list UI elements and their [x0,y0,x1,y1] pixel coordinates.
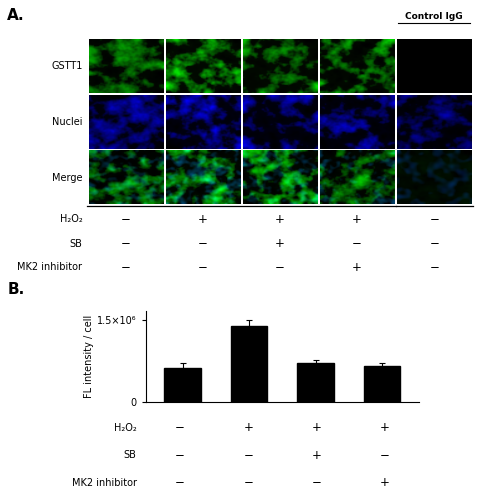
Text: −: − [429,261,439,274]
Text: −: − [121,213,131,226]
Bar [164,368,201,402]
Bar [231,326,267,402]
Text: −: − [243,448,253,462]
Text: −: − [121,238,131,250]
Text: −: − [352,238,362,250]
Text: B.: B. [7,282,24,297]
Text: −: − [429,238,439,250]
Text: +: + [352,261,362,274]
Text: SB: SB [124,450,136,460]
Text: +: + [243,421,253,434]
Text: +: + [352,213,362,226]
Text: SB: SB [70,239,83,249]
Text: −: − [429,213,439,226]
Bar [364,367,400,402]
Text: −: − [275,261,285,274]
Text: +: + [275,238,285,250]
Text: Merge: Merge [52,173,83,183]
Bar [297,363,334,402]
Text: Nuclei: Nuclei [52,117,83,126]
Text: +: + [380,421,390,434]
Text: −: − [175,476,185,489]
Text: −: − [175,448,185,462]
Text: MK2 inhibitor: MK2 inhibitor [72,478,136,488]
Text: A.: A. [7,8,25,23]
Text: −: − [243,476,253,489]
Text: −: − [198,238,208,250]
Y-axis label: FL intensity / cell: FL intensity / cell [84,315,95,398]
Text: +: + [312,421,322,434]
Text: +: + [275,213,285,226]
Text: +: + [380,476,390,489]
Text: −: − [175,421,185,434]
Text: −: − [198,261,208,274]
Text: −: − [121,261,131,274]
Text: −: − [380,448,390,462]
Text: Control IgG: Control IgG [406,12,463,21]
Text: MK2 inhibitor: MK2 inhibitor [17,262,83,272]
Text: H₂O₂: H₂O₂ [114,423,136,433]
Text: +: + [198,213,208,226]
Text: GSTT1: GSTT1 [51,61,83,71]
Text: −: − [312,476,322,489]
Text: H₂O₂: H₂O₂ [60,214,83,224]
Text: +: + [312,448,322,462]
